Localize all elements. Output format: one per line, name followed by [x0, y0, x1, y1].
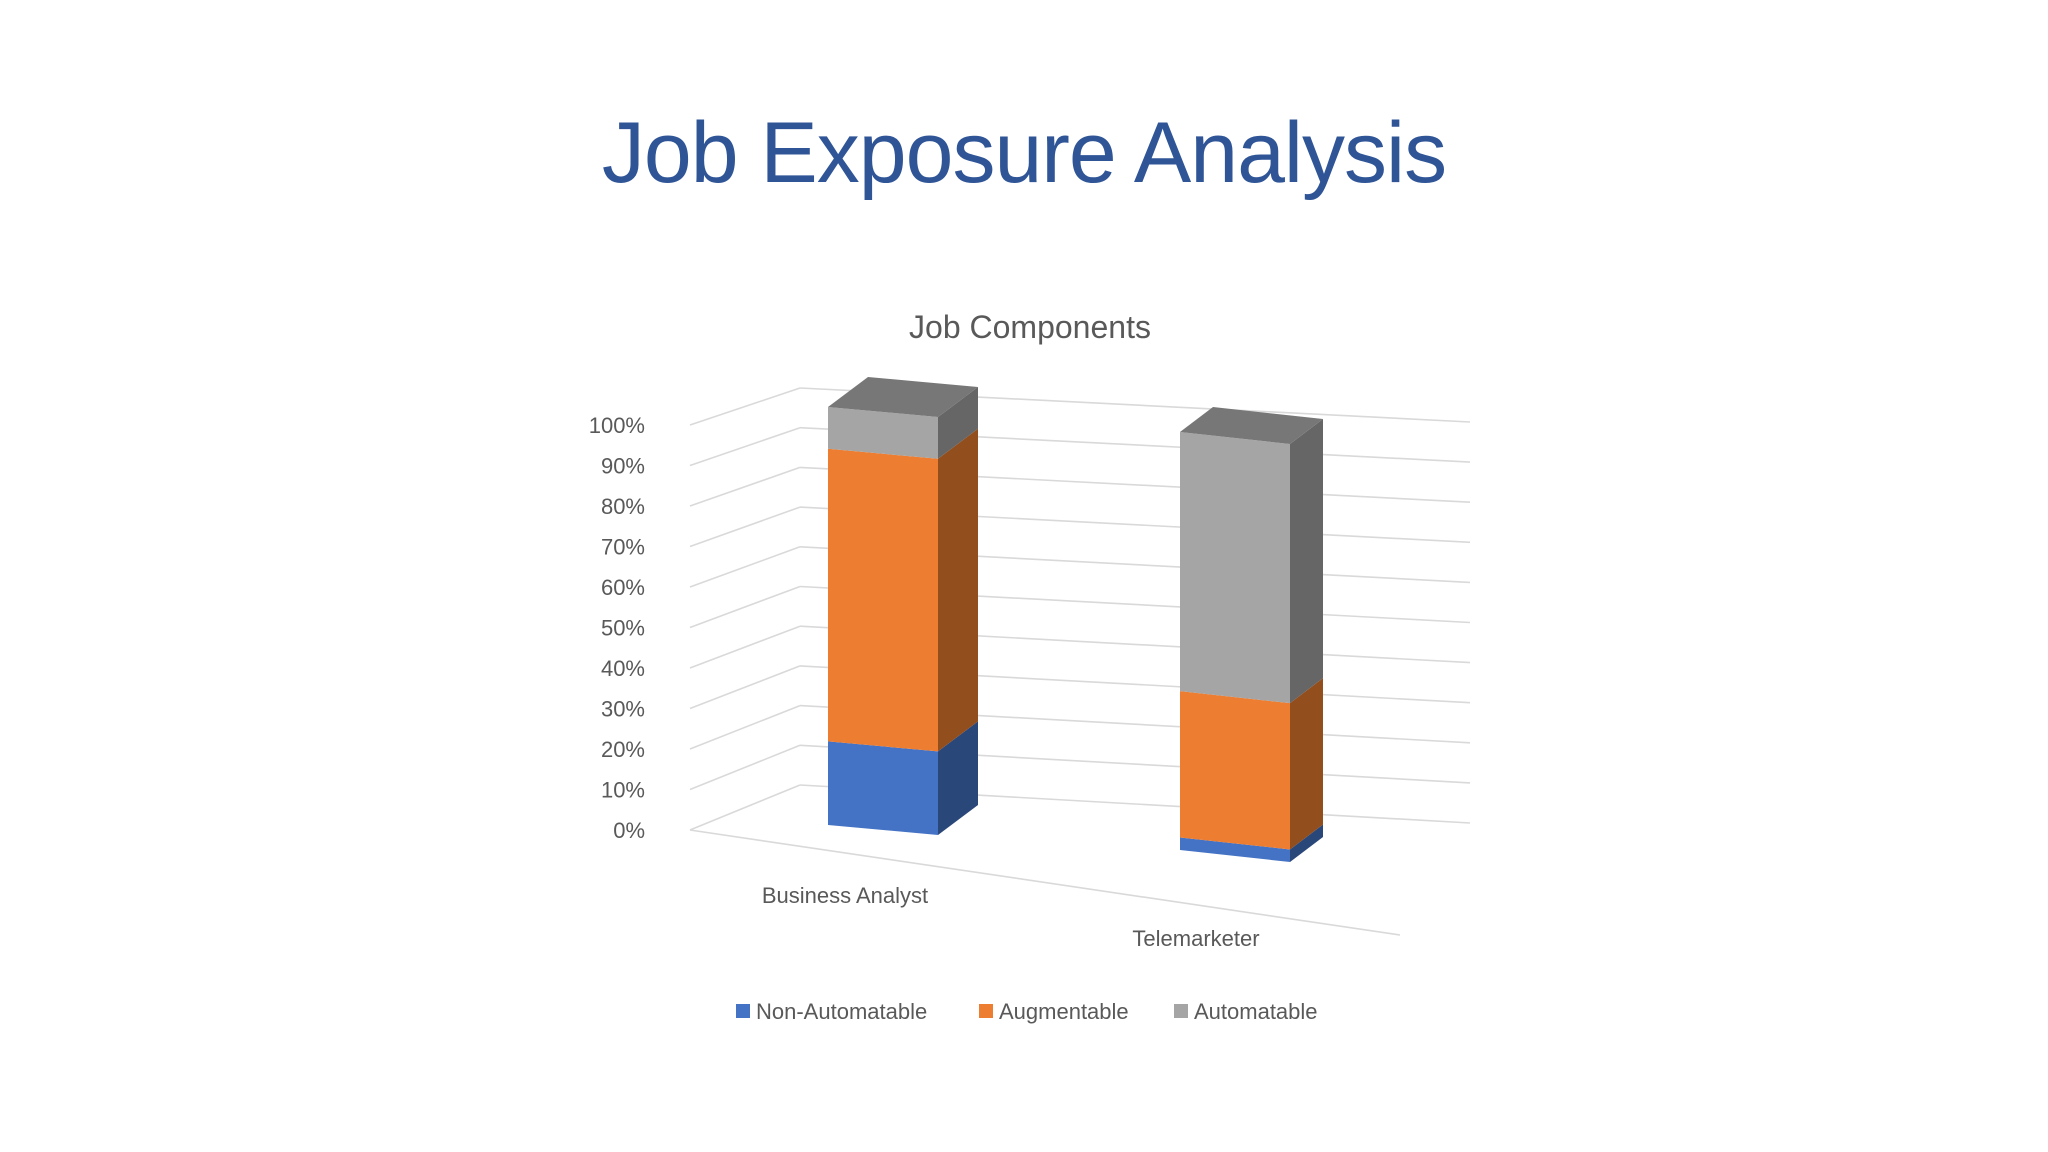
x-axis-category-labels: Business Analyst Telemarketer [762, 883, 1260, 951]
bar-front-face [828, 407, 938, 459]
bar-segment-augmentable-0 [828, 428, 978, 752]
y-tick-label: 40% [601, 656, 645, 681]
category-label: Telemarketer [1132, 926, 1259, 951]
bar-front-face [1180, 691, 1290, 850]
bar-top-face [1180, 407, 1323, 444]
bar-front-face [1180, 837, 1290, 862]
legend-swatch [1174, 1004, 1188, 1018]
y-tick-label: 90% [601, 454, 645, 479]
y-tick-label: 80% [601, 494, 645, 519]
y-tick-label: 30% [601, 697, 645, 722]
gridlines [689, 387, 1471, 936]
chart-title: Job Components [909, 309, 1151, 345]
legend-label: Augmentable [999, 999, 1129, 1024]
side-gridline [689, 625, 801, 669]
bar-side-face [938, 387, 978, 459]
bar-front-face [828, 448, 938, 752]
bar-side-face [938, 428, 978, 752]
side-gridline [689, 784, 801, 831]
bar-front-face [1180, 432, 1290, 704]
bar-top-face [828, 377, 978, 417]
bar-side-face [938, 721, 978, 835]
side-gridline [689, 426, 801, 467]
side-gridline [689, 704, 801, 750]
bar-segment-automatable-0 [828, 377, 978, 459]
side-gridline [689, 665, 801, 710]
legend-swatch [979, 1004, 993, 1018]
slide-title: Job Exposure Analysis [601, 105, 1447, 201]
y-tick-label: 70% [601, 535, 645, 560]
bars [828, 377, 1323, 862]
bar-segment-non-automatable-0 [828, 721, 978, 835]
y-tick-label: 20% [601, 737, 645, 762]
y-tick-label: 100% [589, 413, 645, 438]
y-tick-label: 10% [601, 778, 645, 803]
y-axis-tick-labels: 0% 10% 20% 30% 40% 50% 60% 70% 80% 90% 100% [589, 413, 645, 843]
legend-swatch [736, 1004, 750, 1018]
side-gridline [689, 466, 801, 507]
legend-label: Automatable [1194, 999, 1318, 1024]
legend-item: Augmentable [979, 999, 1129, 1024]
side-gridline [689, 585, 801, 629]
category-label: Business Analyst [762, 883, 928, 908]
y-tick-label: 50% [601, 616, 645, 641]
bar-side-face [1290, 678, 1323, 850]
bar-side-face [1290, 824, 1323, 862]
legend-label: Non-Automatable [756, 999, 927, 1024]
bar-front-face [828, 741, 938, 835]
legend-item: Non-Automatable [736, 999, 927, 1024]
legend: Non-Automatable Augmentable Automatable [736, 999, 1318, 1024]
side-gridline [689, 744, 801, 791]
side-gridline [689, 506, 801, 548]
floor-front-edge [689, 829, 1401, 936]
bar-segment-automatable-1 [1180, 407, 1323, 704]
legend-item: Automatable [1174, 999, 1318, 1024]
y-tick-label: 60% [601, 575, 645, 600]
y-tick-label: 0% [613, 818, 645, 843]
bar-segment-non-automatable-1 [1180, 824, 1323, 862]
bar-side-face [1290, 419, 1323, 704]
side-gridline [689, 387, 801, 426]
side-gridline [689, 546, 801, 588]
bar-segment-augmentable-1 [1180, 678, 1323, 850]
